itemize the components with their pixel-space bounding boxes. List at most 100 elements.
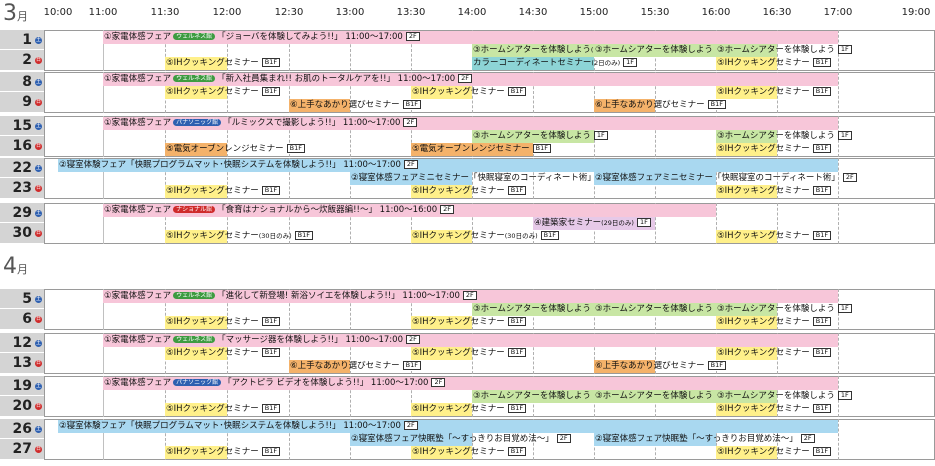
event-text: ①家電体感フェア [104,74,172,84]
grid-line [411,203,412,244]
event-bar[interactable] [350,433,472,446]
event-bar[interactable] [289,99,350,112]
event-bar[interactable] [411,347,472,360]
event-bar[interactable] [716,403,777,416]
event-bar[interactable] [165,347,227,360]
time-label: 13:30 [396,7,426,18]
event-bar[interactable] [165,57,227,70]
grid-line [655,203,656,244]
event-bar[interactable] [594,44,716,57]
event-bar[interactable] [472,44,594,57]
event-bar[interactable] [472,303,594,316]
event-bar[interactable] [411,185,472,198]
grid-line [411,289,412,330]
month-label-march: 3月 [3,3,28,25]
event-label: ⑤IHクッキングセミナー B1F [717,185,832,198]
event-bar[interactable] [165,86,227,99]
saturday-icon: 土 [35,123,42,130]
event-bar[interactable] [716,303,777,316]
event-bar[interactable] [716,230,777,243]
event-text: ⑤IHクッキングセミナー [717,186,810,196]
event-bar[interactable] [411,403,472,416]
event-bar[interactable] [716,57,777,70]
event-bar[interactable] [594,303,716,316]
event-bar[interactable] [103,334,838,347]
event-bar[interactable] [533,217,655,230]
grid-line [777,116,778,157]
time-label: 10:00 [43,7,73,18]
event-text: ⑤IHクッキングセミナー [166,186,259,196]
floor-badge: B1F [812,348,832,357]
grid-line [472,333,473,374]
event-bar[interactable] [165,230,227,243]
event-bar[interactable] [165,185,227,198]
event-bar[interactable] [716,316,777,329]
event-bar[interactable] [594,172,716,185]
event-bar[interactable] [411,86,472,99]
date-number: 30 [12,225,32,241]
grid-line [350,289,351,330]
event-bar[interactable] [103,377,838,390]
event-bar[interactable] [103,204,716,217]
event-label: ①家電体感フェア ウェルネス館 「進化して新登場! 新浴ソイエを体験しよう!!」 1… [104,290,477,303]
event-text: ③ホームシアターを体験しよう [595,45,713,55]
event-bar[interactable] [472,57,594,70]
event-bar[interactable] [165,316,227,329]
event-bar[interactable] [716,185,777,198]
floor-badge: 2F [403,421,418,430]
event-bar[interactable] [165,446,227,459]
event-bar[interactable] [716,446,777,459]
grid-line [472,158,473,199]
event-bar[interactable] [716,44,777,57]
event-bar[interactable] [472,390,594,403]
floor-badge: 1F [837,131,852,140]
event-bar[interactable] [716,86,777,99]
event-bar[interactable] [165,403,227,416]
event-bar[interactable] [58,159,838,172]
event-bar[interactable] [716,130,777,143]
event-bar[interactable] [103,31,838,44]
grid-line [165,116,166,157]
event-bar[interactable] [716,390,777,403]
floor-badge: B1F [402,100,421,109]
event-bar[interactable] [411,316,472,329]
grid-line [472,419,473,460]
event-bar[interactable] [594,360,655,373]
grid-line [838,203,839,244]
sunday-icon: 日 [35,143,42,150]
event-bar[interactable] [594,99,655,112]
grid-line [838,158,839,199]
event-bar[interactable] [350,172,472,185]
event-text: ⑤IHクッキングセミナー [412,87,505,97]
date-cell: 13 日 [0,353,44,374]
date-cell: 22 土 [0,158,44,178]
date-cell: 19 土 [0,376,44,396]
event-bar[interactable] [716,347,777,360]
event-bar[interactable] [289,360,350,373]
saturday-icon: 土 [35,79,42,86]
pavilion-badge: ウェルネス館 [173,33,216,40]
grid-line [103,333,104,374]
floor-badge: B1F [812,58,832,67]
event-bar[interactable] [58,420,838,433]
grid-line [777,72,778,113]
event-bar[interactable] [594,390,716,403]
date-number: 13 [12,355,32,371]
event-label: ①家電体感フェア パナソニック館 「アクトピラ ビデオを体験しよう!!」 11:00… [104,377,446,390]
event-bar[interactable] [716,143,777,156]
event-text: ③ホームシアターを体験しよう [717,131,835,141]
event-bar[interactable] [103,117,838,130]
floor-badge: 1F [837,304,852,313]
event-bar[interactable] [411,446,472,459]
time-label: 19:00 [901,7,931,18]
event-bar[interactable] [411,143,533,156]
event-bar[interactable] [165,143,227,156]
event-bar[interactable] [411,230,472,243]
event-label: ①家電体感フェア パナソニック館 「ルミックスで撮影しよう!!」 11:00～17:… [104,117,418,130]
date-number: 22 [12,160,32,176]
event-bar[interactable] [594,433,716,446]
grid-line [838,72,839,113]
event-bar[interactable] [472,130,594,143]
